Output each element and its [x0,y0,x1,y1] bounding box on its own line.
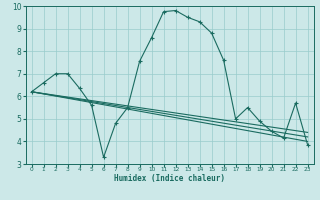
X-axis label: Humidex (Indice chaleur): Humidex (Indice chaleur) [114,174,225,183]
